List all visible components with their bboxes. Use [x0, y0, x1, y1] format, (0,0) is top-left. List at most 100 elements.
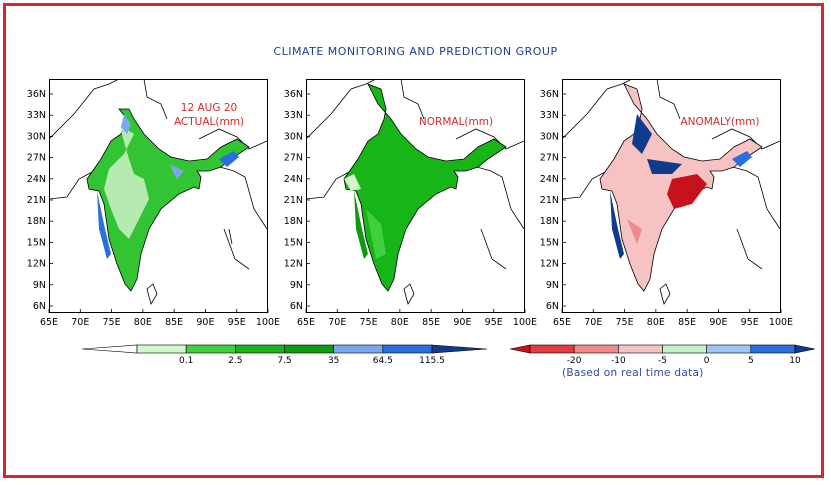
- neighbour-borders-east: [465, 163, 525, 270]
- actual-rainfall-map: 12 AUG 20 ACTUAL(mm): [49, 79, 268, 313]
- lon-tick-label: 90E: [709, 317, 727, 328]
- north-heavy-rain: [121, 114, 131, 134]
- lat-tick-label: 12N: [27, 259, 46, 270]
- lat-tick-label: 33N: [284, 110, 303, 121]
- lat-tick-label: 30N: [284, 131, 303, 142]
- lon-tick-label: 100E: [513, 317, 537, 328]
- lat-tick-label: 21N: [27, 195, 46, 206]
- colorbar-label: -20: [567, 356, 582, 366]
- lon-tick-label: 65E: [297, 317, 315, 328]
- anomaly-map-svg: ANOMALY(mm): [562, 79, 781, 313]
- thar-dry-region: [344, 174, 361, 191]
- colorbar-label: 115.5: [419, 356, 445, 366]
- figure-title: CLIMATE MONITORING AND PREDICTION GROUP: [273, 45, 558, 58]
- lat-tick-label: 12N: [284, 259, 303, 270]
- lon-tick-label: 80E: [134, 317, 152, 328]
- rainfall-colorbar: 0.1 2.5 7.5 35 64.5 115.5: [82, 344, 488, 366]
- lon-tick-label: 90E: [196, 317, 214, 328]
- lat-tick-label: 18N: [540, 216, 559, 227]
- lon-tick-label: 65E: [40, 317, 58, 328]
- lon-tick-label: 80E: [391, 317, 409, 328]
- lon-tick-label: 70E: [71, 317, 89, 328]
- lat-tick-label: 27N: [284, 153, 303, 164]
- lat-tick-label: 6N: [33, 301, 46, 312]
- lon-tick-label: 95E: [485, 317, 503, 328]
- north-excess-region: [632, 114, 652, 154]
- sri-lanka: [659, 283, 671, 306]
- west-coast-excess: [610, 191, 624, 259]
- islands: [228, 228, 233, 245]
- lat-tick-label: 36N: [27, 89, 46, 100]
- lat-tick-label: 24N: [284, 174, 303, 185]
- neighbour-borders: [49, 79, 268, 200]
- light-rain-region: [104, 124, 149, 239]
- deccan-deficit: [627, 219, 642, 244]
- normal-map-svg: NORMAL(mm): [306, 79, 525, 313]
- lon-tick-label: 70E: [584, 317, 602, 328]
- central-heavy-rain: [169, 164, 184, 179]
- colorbar-label: 7.5: [277, 356, 291, 366]
- colorbar-left-arrow: [82, 344, 138, 354]
- lat-tick-label: 9N: [33, 280, 46, 291]
- lon-tick-label: 95E: [228, 317, 246, 328]
- lon-tick-label: 70E: [328, 317, 346, 328]
- deccan-moderate-region: [366, 209, 386, 259]
- lat-tick-label: 18N: [27, 216, 46, 227]
- anomaly-rainfall-map: ANOMALY(mm): [562, 79, 781, 313]
- colorbar-label: 5: [748, 356, 754, 366]
- actual-map-svg: 12 AUG 20 ACTUAL(mm): [49, 79, 268, 313]
- colorbar-label: -10: [611, 356, 626, 366]
- colorbar-segment: [284, 344, 334, 354]
- lon-tick-label: 75E: [360, 317, 378, 328]
- colorbar-right-arrow: [794, 344, 816, 354]
- lat-tick-label: 30N: [27, 131, 46, 142]
- lon-tick-label: 75E: [103, 317, 121, 328]
- lat-tick-label: 15N: [284, 237, 303, 248]
- colorbar-left-arrow: [510, 344, 531, 354]
- neighbour-borders: [306, 79, 525, 200]
- map-axes: 36N 33N 30N 27N 24N 21N 18N 15N 12N 9N 6N 65E 70E 75E…: [27, 89, 793, 328]
- northeast-excess: [732, 151, 752, 167]
- west-coast-region: [354, 191, 368, 259]
- actual-date-label: 12 AUG 20: [181, 102, 237, 114]
- colorbar-segment: [185, 344, 236, 354]
- lat-tick-label: 15N: [27, 237, 46, 248]
- india-landmass: [343, 83, 507, 292]
- normal-units-label: NORMAL(mm): [419, 116, 493, 128]
- lat-tick-label: 15N: [540, 237, 559, 248]
- sri-lanka: [403, 283, 415, 306]
- anomaly-colorbar: -20-10-5051020: [510, 344, 816, 366]
- lon-tick-label: 75E: [616, 317, 634, 328]
- colorbar-segment: [382, 344, 433, 354]
- figure-frame: [3, 3, 824, 478]
- lon-tick-label: 85E: [678, 317, 696, 328]
- colorbar-segment: [662, 344, 707, 354]
- lon-tick-label: 65E: [553, 317, 571, 328]
- colorbar-label: 0: [704, 356, 710, 366]
- lat-tick-label: 9N: [546, 280, 559, 291]
- colorbar-label: 0.1: [179, 356, 193, 366]
- colorbar-segment: [529, 344, 575, 354]
- lon-tick-label: 85E: [165, 317, 183, 328]
- lat-tick-label: 21N: [540, 195, 559, 206]
- colorbar-segment: [750, 344, 796, 354]
- real-time-data-note: (Based on real time data): [562, 367, 704, 379]
- sri-lanka: [146, 283, 158, 306]
- lat-tick-label: 27N: [27, 153, 46, 164]
- colorbar-segment: [618, 344, 663, 354]
- lat-tick-label: 21N: [284, 195, 303, 206]
- lat-tick-label: 24N: [27, 174, 46, 185]
- colorbar-segment: [235, 344, 285, 354]
- lat-tick-label: 30N: [540, 131, 559, 142]
- central-deficit-region: [667, 174, 707, 209]
- colorbar-segment: [573, 344, 619, 354]
- lon-tick-label: 95E: [741, 317, 759, 328]
- lon-tick-label: 100E: [769, 317, 793, 328]
- lat-tick-label: 33N: [540, 110, 559, 121]
- colorbar-label: 64.5: [373, 356, 393, 366]
- colorbar-segment: [706, 344, 752, 354]
- normal-rainfall-map: NORMAL(mm): [306, 79, 525, 313]
- neighbour-borders-east: [721, 163, 781, 270]
- colorbar-label: 10: [789, 356, 801, 366]
- colorbar-label: 35: [328, 356, 339, 366]
